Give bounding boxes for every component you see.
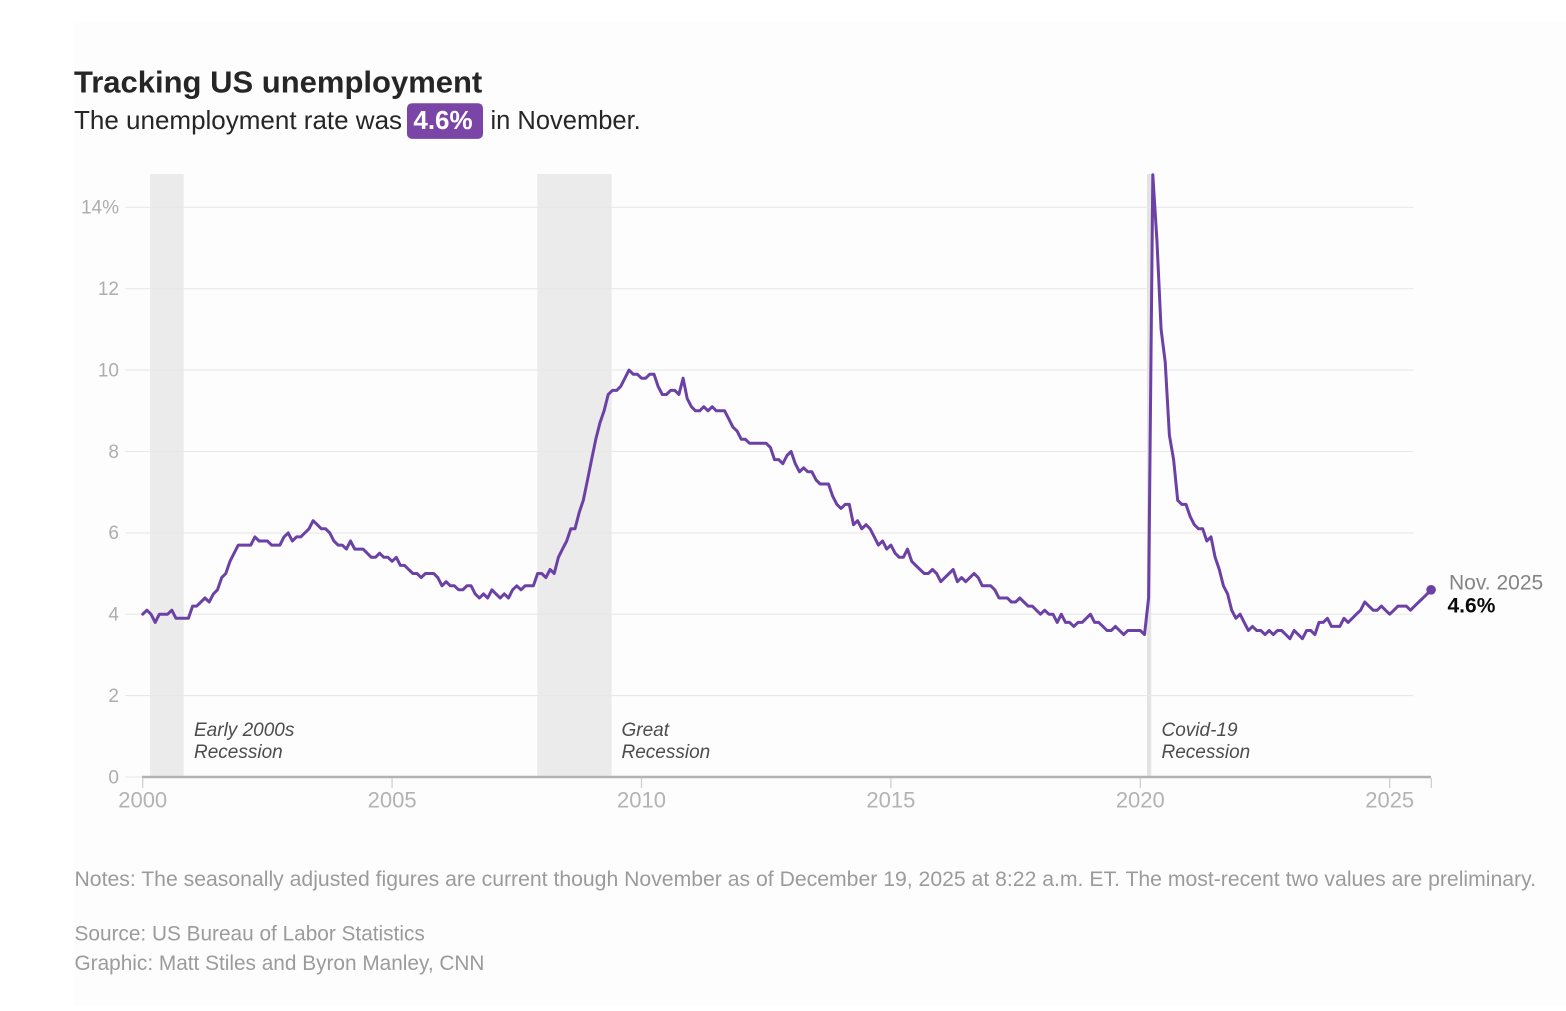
svg-text:in November.: in November. [491, 107, 641, 135]
svg-text:4: 4 [108, 605, 119, 626]
svg-text:Recession: Recession [622, 742, 711, 763]
svg-text:12: 12 [98, 279, 119, 300]
svg-text:Tracking US unemployment: Tracking US unemployment [74, 65, 482, 100]
svg-text:4.6%: 4.6% [413, 105, 472, 135]
svg-text:4.6%: 4.6% [1448, 595, 1496, 618]
svg-text:Recession: Recession [194, 742, 283, 763]
svg-text:Nov. 2025: Nov. 2025 [1449, 572, 1543, 595]
svg-text:Covid-19: Covid-19 [1162, 720, 1238, 741]
svg-text:Notes: The seasonally adjusted: Notes: The seasonally adjusted figures a… [75, 868, 1537, 891]
svg-text:8: 8 [108, 442, 119, 463]
svg-text:Great: Great [622, 720, 670, 741]
svg-text:2000: 2000 [118, 788, 167, 813]
svg-text:14%: 14% [81, 198, 119, 219]
svg-text:0: 0 [108, 767, 119, 788]
svg-text:2: 2 [108, 686, 119, 707]
svg-text:6: 6 [108, 523, 119, 544]
svg-text:Graphic: Matt Stiles and Byron: Graphic: Matt Stiles and Byron Manley, C… [75, 952, 485, 975]
svg-text:Early 2000s: Early 2000s [194, 720, 295, 741]
svg-text:10: 10 [98, 360, 119, 381]
svg-text:Source: US Bureau of Labor Sta: Source: US Bureau of Labor Statistics [75, 923, 425, 946]
svg-text:Recession: Recession [1162, 742, 1251, 763]
svg-text:The unemployment rate was: The unemployment rate was [74, 105, 402, 135]
svg-text:2015: 2015 [866, 788, 915, 813]
svg-text:2020: 2020 [1116, 788, 1165, 813]
svg-text:2005: 2005 [368, 788, 417, 813]
svg-text:2010: 2010 [617, 788, 666, 813]
svg-text:2025: 2025 [1365, 788, 1414, 813]
